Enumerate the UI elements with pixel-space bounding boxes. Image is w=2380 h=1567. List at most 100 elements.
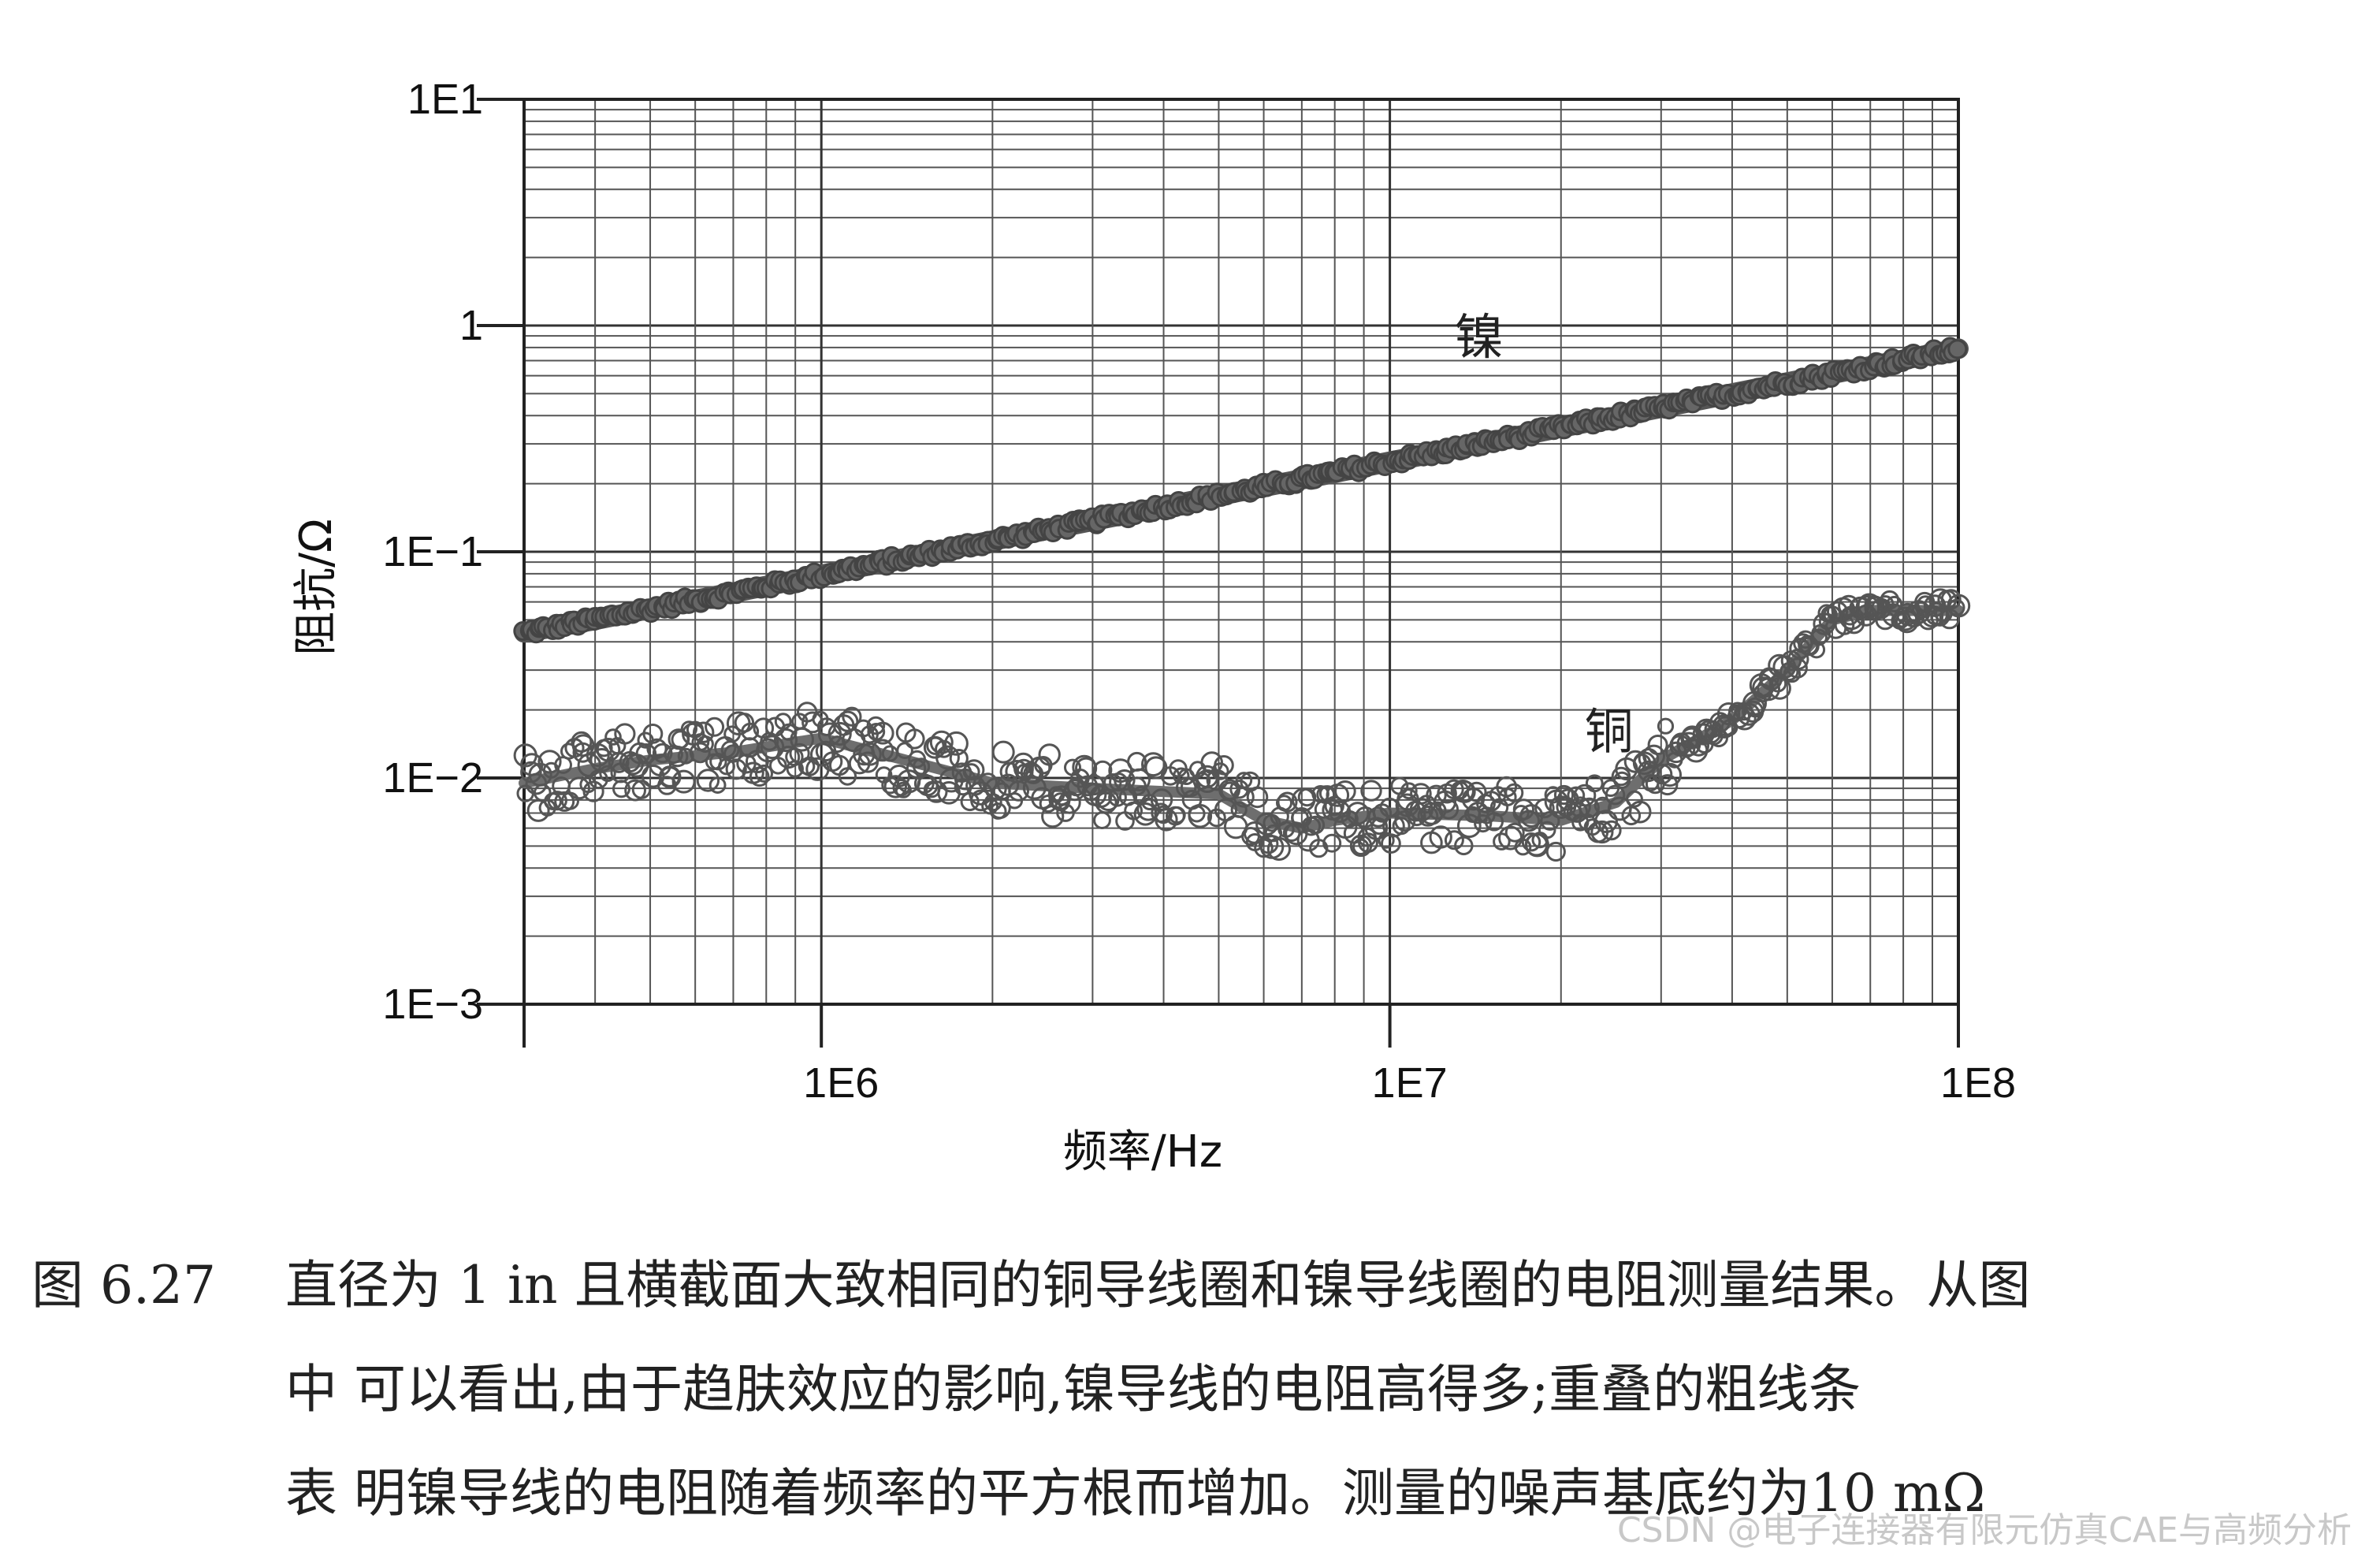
data-point — [1545, 841, 1566, 862]
data-point — [894, 781, 912, 798]
data-point — [734, 713, 755, 733]
tick-labels: 1E1 1 1E−1 1E−2 1E−3 1E6 1E7 1E8 — [382, 76, 2016, 1107]
watermark: CSDN @电子连接器有限元仿真CAE与高频分析 — [1616, 1510, 2352, 1550]
data-point — [790, 727, 815, 752]
x-tick-label: 1E7 — [1372, 1059, 1448, 1107]
data-point — [991, 740, 1015, 764]
data-point — [1585, 774, 1604, 793]
data-point — [696, 735, 714, 753]
data-point — [1141, 752, 1166, 777]
data-point — [582, 780, 604, 802]
data-point — [1626, 790, 1643, 808]
data-point — [970, 789, 992, 812]
data-point — [779, 723, 798, 741]
data-point — [1360, 780, 1382, 802]
data-point — [1297, 787, 1317, 807]
data-point — [612, 780, 630, 798]
data-point — [658, 765, 682, 789]
data-point — [1454, 836, 1474, 856]
data-point — [1947, 339, 1968, 359]
x-tick-label: 1E6 — [803, 1059, 879, 1107]
data-point — [624, 779, 646, 802]
data-point — [1410, 783, 1432, 805]
series-layer — [513, 337, 1971, 862]
data-point — [652, 743, 673, 764]
data-point — [725, 758, 747, 780]
data-point — [842, 706, 862, 727]
data-point — [871, 721, 894, 745]
data-point — [997, 773, 1020, 796]
data-point — [978, 772, 998, 792]
data-point — [1493, 832, 1511, 850]
data-point — [935, 739, 954, 758]
series-label-copper: 铜 — [1585, 703, 1634, 761]
data-point — [723, 744, 742, 763]
data-point — [1647, 735, 1668, 755]
y-tick-label: 1E−2 — [382, 754, 483, 802]
data-point — [1038, 743, 1061, 766]
data-point — [1230, 801, 1248, 818]
data-point — [1093, 760, 1113, 780]
data-point — [854, 719, 872, 738]
data-point — [924, 780, 948, 803]
data-point — [1382, 814, 1405, 838]
data-point — [1306, 815, 1326, 835]
data-point — [1214, 755, 1234, 776]
data-point — [1553, 784, 1575, 806]
caption-line-2: 中 可以看出,由于趋肤效应的影响,镍导线的电阻高得多;重叠的粗线条 — [285, 1359, 1861, 1420]
data-point — [571, 731, 593, 753]
caption-text: 直径为 1 in 且横截面大致相同的铜导线圈和镍导线圈的电阻测量结果。从图 中 … — [285, 1234, 2303, 1546]
data-point — [1108, 758, 1133, 784]
data-point — [1095, 791, 1117, 814]
data-point — [827, 721, 852, 746]
data-point — [708, 776, 727, 794]
data-point — [984, 793, 1002, 812]
data-point — [1168, 806, 1186, 824]
data-point — [631, 780, 652, 799]
data-point — [1605, 784, 1626, 806]
data-point — [1504, 822, 1525, 843]
data-point — [671, 769, 696, 794]
data-point — [1127, 776, 1147, 796]
data-point — [705, 717, 725, 737]
data-point — [883, 775, 908, 798]
y-tick-label: 1E−1 — [382, 528, 483, 575]
x-tick-label: 1E8 — [1940, 1059, 2016, 1107]
data-point — [1438, 798, 1459, 820]
data-point — [785, 747, 804, 766]
data-point — [642, 724, 664, 744]
data-point — [1314, 799, 1333, 819]
data-point — [871, 739, 894, 762]
data-point — [614, 723, 636, 745]
data-point — [741, 722, 760, 741]
data-point — [635, 743, 657, 765]
axis-ticks — [477, 98, 1960, 1048]
data-point — [1211, 762, 1229, 780]
data-point — [608, 752, 630, 773]
data-point — [1613, 771, 1631, 789]
data-point — [1322, 833, 1342, 853]
y-axis-title: 阻抗/Ω — [291, 519, 342, 656]
data-point — [838, 767, 857, 786]
data-point — [1474, 814, 1493, 833]
data-point — [1579, 797, 1600, 818]
data-point — [1428, 801, 1447, 820]
data-point — [1124, 801, 1143, 821]
data-point — [1334, 780, 1356, 802]
data-point — [1521, 832, 1541, 852]
data-point — [554, 791, 575, 812]
data-point — [1518, 810, 1540, 832]
data-point — [680, 720, 698, 738]
data-point — [604, 728, 622, 746]
data-point — [693, 721, 715, 743]
data-point — [1768, 676, 1791, 700]
data-point — [1886, 595, 1903, 612]
data-point — [949, 749, 969, 769]
data-point — [896, 742, 913, 760]
data-point — [858, 743, 882, 766]
data-point — [1573, 784, 1597, 807]
data-point — [1594, 810, 1618, 833]
data-point — [1115, 811, 1135, 831]
data-point — [1392, 817, 1411, 836]
